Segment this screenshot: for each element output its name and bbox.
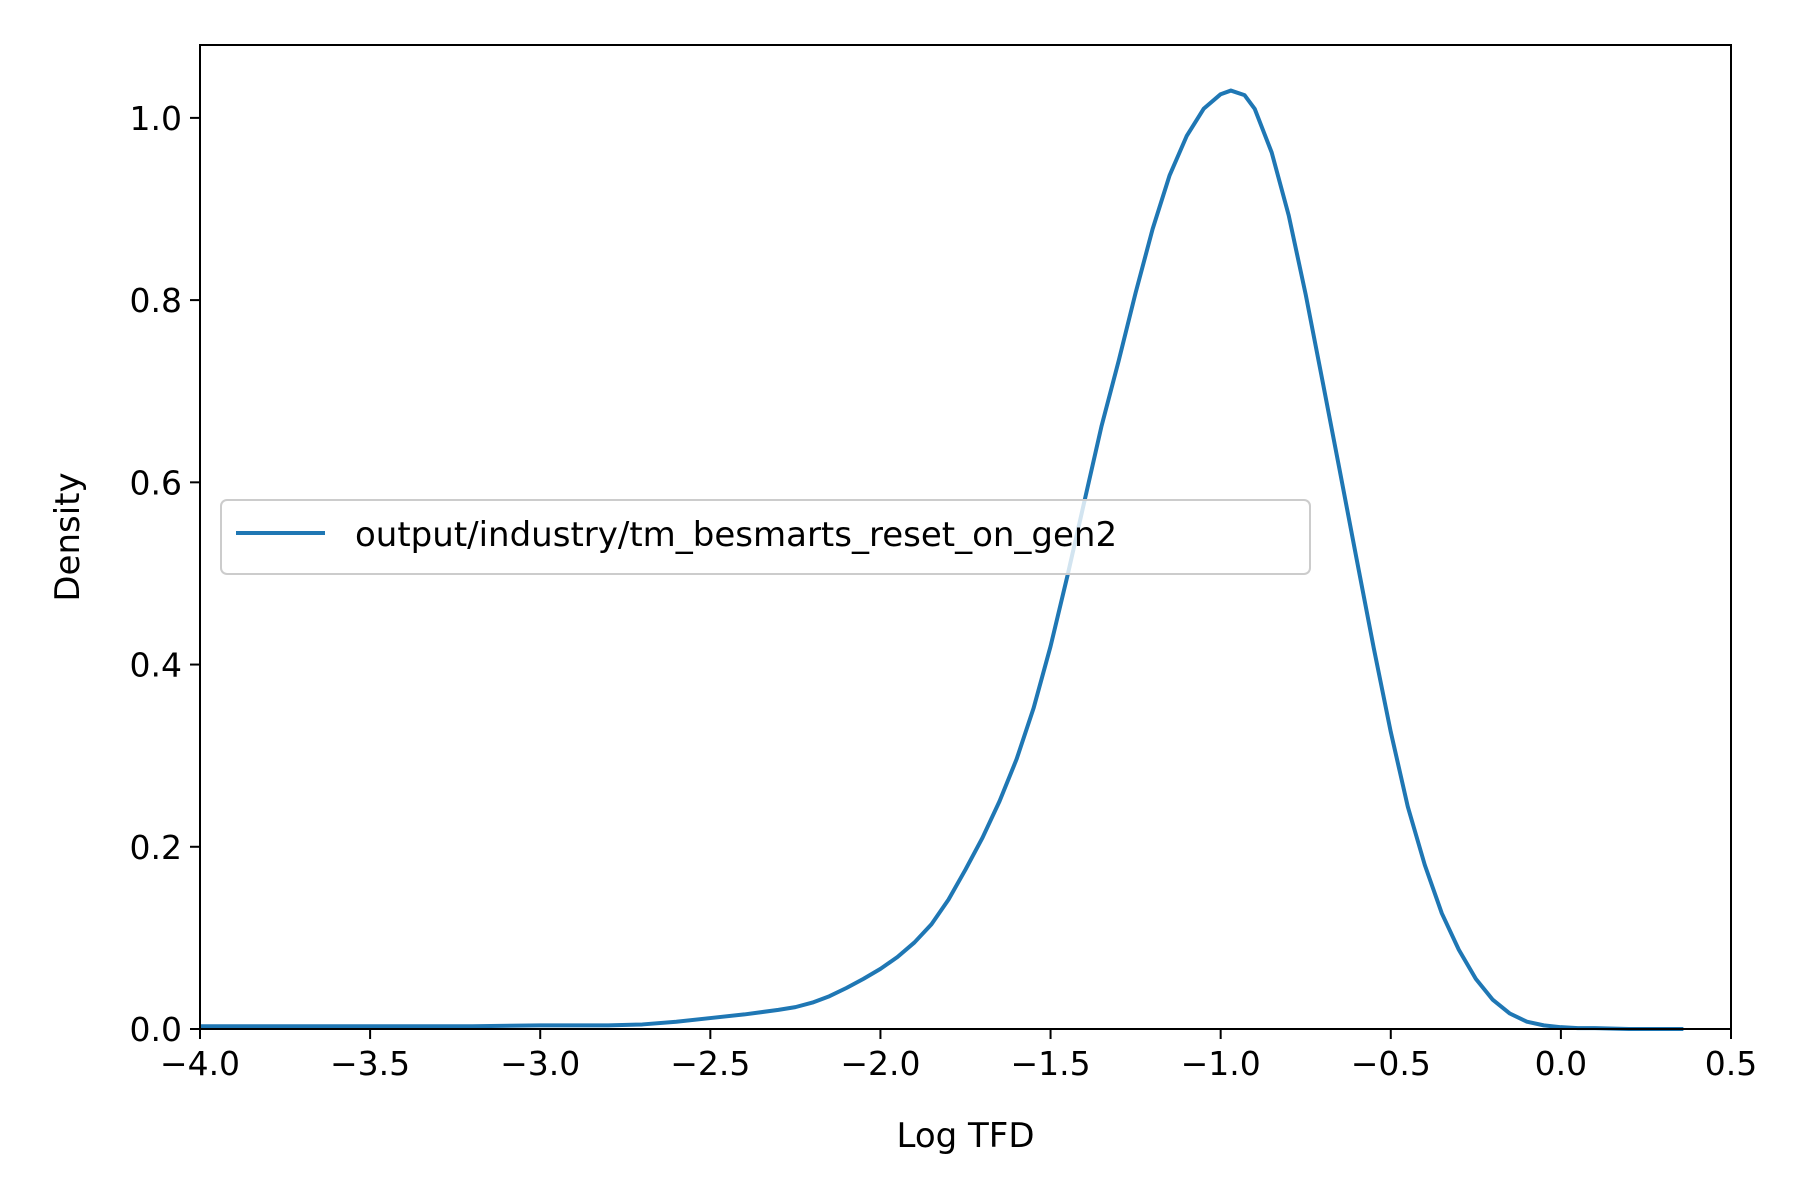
y-tick-label: 0.2: [130, 828, 182, 867]
x-tick-label: −2.0: [840, 1044, 920, 1083]
y-tick-label: 0.0: [130, 1010, 182, 1049]
x-tick-label: −3.0: [500, 1044, 580, 1083]
x-tick-label: −1.0: [1181, 1044, 1261, 1083]
legend-box: [220, 499, 1311, 575]
x-tick-label: 0.0: [1535, 1044, 1587, 1083]
y-tick-label: 0.4: [130, 646, 182, 685]
series-line-1: [200, 88, 1684, 1031]
legend-entry-label: output/industry/tm_besmarts_reset_on_gen…: [355, 515, 1117, 555]
plot-frame: [199, 44, 1732, 1030]
x-tick-label: −1.5: [1010, 1044, 1090, 1083]
y-tick-label: 0.6: [130, 463, 182, 502]
y-tick-label: 1.0: [130, 99, 182, 138]
x-tick-label: −2.5: [670, 1044, 750, 1083]
series-layer: [200, 88, 1684, 1031]
x-tick-label: 0.5: [1705, 1044, 1757, 1083]
x-tick-label: −4.0: [160, 1044, 240, 1083]
x-axis-label: Log TFD: [896, 1116, 1034, 1156]
y-tick-label: 0.8: [130, 281, 182, 320]
legend: output/industry/tm_besmarts_reset_on_gen…: [220, 499, 1311, 575]
y-axis-label: Density: [48, 472, 88, 601]
x-tick-label: −3.5: [330, 1044, 410, 1083]
tick-layer: −4.0 −3.5 −3.0 −2.5 −2.0 −1.5 −1.0 −0.5 0.0 0.5 0.…: [130, 99, 1758, 1083]
x-tick-label: −0.5: [1351, 1044, 1431, 1083]
